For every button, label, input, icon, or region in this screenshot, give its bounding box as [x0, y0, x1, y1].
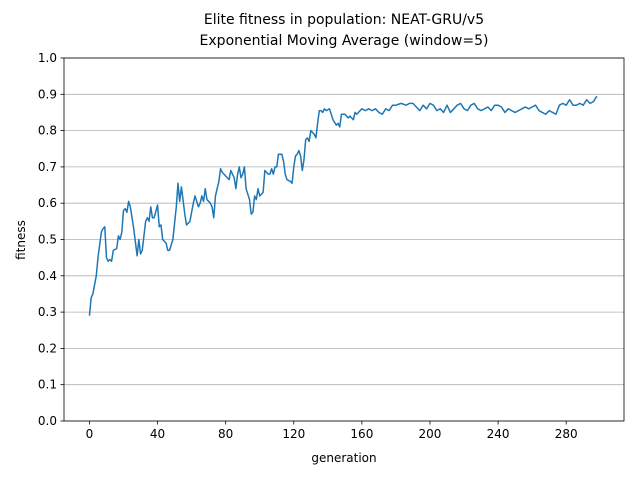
x-tick-label: 200: [419, 427, 442, 441]
x-tick-label: 240: [487, 427, 510, 441]
y-tick-label: 0.2: [38, 341, 57, 355]
x-axis-label: generation: [311, 451, 376, 465]
chart-title: Elite fitness in population: NEAT-GRU/v5: [204, 12, 484, 28]
chart-subtitle: Exponential Moving Average (window=5): [200, 33, 489, 49]
data-line: [88, 95, 598, 316]
y-axis-label: fitness: [14, 220, 28, 260]
x-tick-label: 0: [86, 427, 94, 441]
y-tick-label: 0.0: [38, 414, 57, 428]
x-tick-label: 280: [555, 427, 578, 441]
y-tick-label: 0.7: [38, 160, 57, 174]
x-tick-label: 160: [350, 427, 373, 441]
y-tick-label: 0.4: [38, 269, 57, 283]
y-tick-label: 1.0: [38, 51, 57, 65]
y-tick-label: 0.1: [38, 378, 57, 392]
x-tick-label: 120: [282, 427, 305, 441]
plot-frame: [63, 57, 625, 422]
x-tick-label: 80: [218, 427, 233, 441]
x-tick-label: 40: [150, 427, 165, 441]
y-tick-label: 0.9: [38, 87, 57, 101]
y-tick-label: 0.8: [38, 124, 57, 138]
y-tick-label: 0.5: [38, 233, 57, 247]
y-tick-label: 0.3: [38, 305, 57, 319]
y-tick-label: 0.6: [38, 196, 57, 210]
